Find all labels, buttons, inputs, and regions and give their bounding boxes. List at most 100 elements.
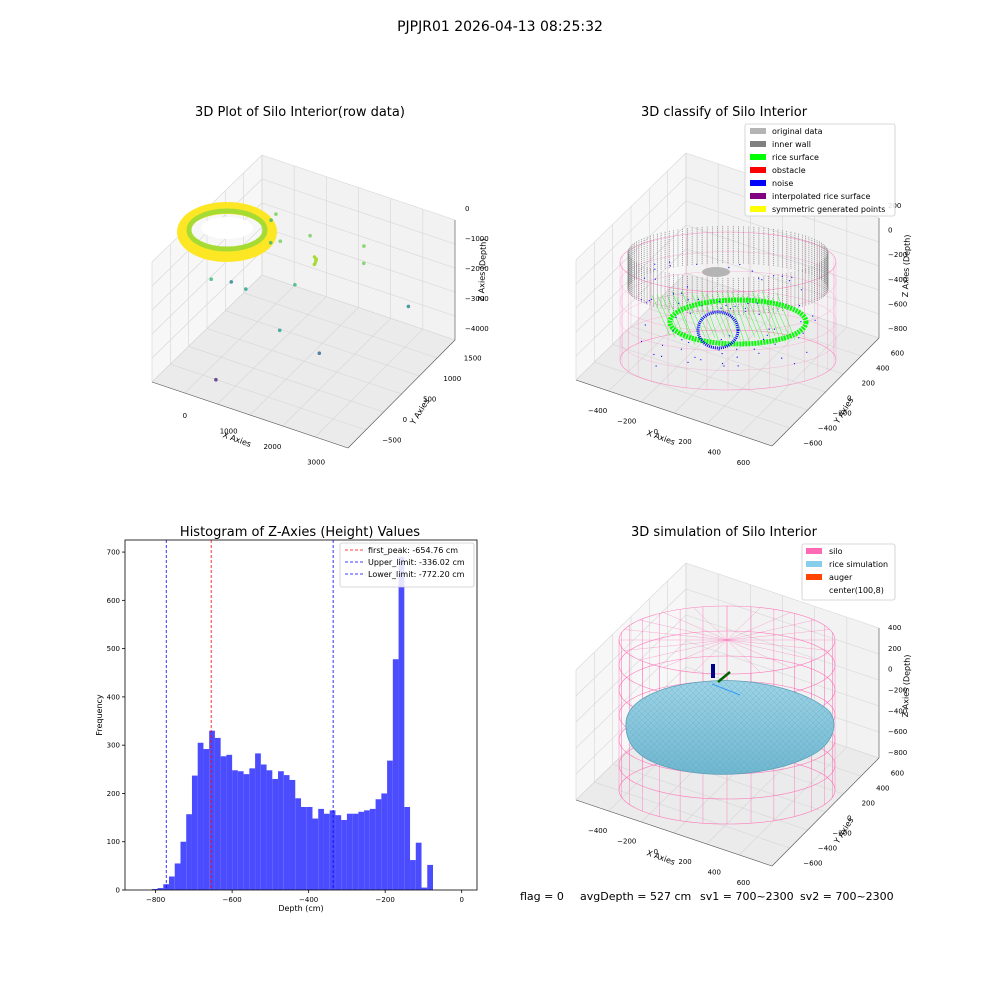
panel-classify: 3D classify of Silo Interior −400 −200 0 20… bbox=[575, 105, 912, 467]
histogram-bar bbox=[174, 863, 181, 890]
silo-roof-wire bbox=[639, 639, 728, 661]
outlier-point bbox=[214, 377, 218, 382]
legend-box bbox=[744, 123, 896, 217]
panel1-zlabel: Z Axies (Depth) bbox=[477, 238, 488, 301]
legend-swatch bbox=[750, 167, 766, 173]
legend-label: symmetric generated points bbox=[772, 205, 885, 214]
noise-point bbox=[697, 298, 699, 301]
noise-point bbox=[669, 265, 672, 267]
rice-surface-stroke bbox=[696, 295, 716, 338]
panel1-z-tick: −4000 bbox=[465, 325, 489, 333]
grid-line bbox=[261, 226, 456, 293]
noise-point bbox=[768, 328, 770, 330]
grid-line bbox=[685, 562, 880, 629]
grid-line bbox=[575, 640, 687, 749]
rice-surface-stroke bbox=[741, 294, 761, 340]
histogram-bar bbox=[249, 768, 256, 890]
histogram-bar bbox=[214, 737, 221, 890]
histogram-bar bbox=[232, 770, 238, 890]
auger-line bbox=[711, 683, 741, 696]
silo-roof-wire bbox=[726, 639, 830, 651]
legend-label: interpolated rice surface bbox=[772, 192, 870, 201]
legend-label: Lower_limit: -772.20 cm bbox=[368, 570, 465, 579]
panel2-zlabel: Z Axies (Depth) bbox=[901, 234, 912, 297]
panel2-y-tick: −600 bbox=[803, 440, 822, 448]
noise-point bbox=[678, 302, 680, 304]
panel2-x-tick: 400 bbox=[708, 449, 721, 457]
noise-point bbox=[650, 298, 653, 300]
noise-point bbox=[653, 353, 655, 356]
histogram-bar bbox=[186, 814, 192, 890]
panel2-y-tick: −200 bbox=[832, 410, 851, 418]
panel4-legend: silo rice simulation auger center(100,8) bbox=[801, 543, 896, 601]
histogram-x-tick: −200 bbox=[376, 896, 395, 904]
panel4-z-tick: −600 bbox=[888, 728, 907, 736]
x-axis-line bbox=[151, 381, 349, 449]
rice-surface-stroke bbox=[736, 293, 756, 338]
panel2-title: 3D classify of Silo Interior bbox=[641, 105, 808, 120]
grid-line bbox=[575, 272, 687, 381]
noise-point bbox=[721, 362, 724, 365]
histogram-bar bbox=[318, 808, 324, 890]
histogram-bar bbox=[191, 775, 198, 890]
noise-point bbox=[736, 356, 738, 358]
noise-point bbox=[806, 351, 808, 353]
noise-point bbox=[644, 324, 646, 326]
silo-roof-wire bbox=[726, 639, 761, 673]
panel2-x-tick: −200 bbox=[617, 418, 636, 426]
panel2-y-tick: 0 bbox=[847, 395, 851, 403]
rice-surface-band bbox=[667, 297, 809, 347]
histogram-bar bbox=[341, 820, 347, 890]
rice-surface-stroke bbox=[656, 293, 676, 338]
legend-swatch bbox=[806, 561, 822, 567]
panel1-x-tick: 0 bbox=[183, 412, 187, 420]
grid-line bbox=[261, 202, 456, 269]
noise-point bbox=[672, 330, 674, 332]
panel1-x-tick: 2000 bbox=[263, 443, 281, 451]
legend-label: silo bbox=[829, 547, 843, 556]
grid-line bbox=[575, 248, 687, 357]
panel4-y-tick: 400 bbox=[876, 785, 889, 793]
noise-point bbox=[766, 334, 768, 336]
panel1-3d-box bbox=[151, 154, 456, 449]
noise-point bbox=[800, 321, 802, 323]
panel4-x-tick: 400 bbox=[708, 869, 721, 877]
panel2-legend: original data inner wall rice surface obsta… bbox=[744, 123, 896, 217]
noise-point bbox=[680, 348, 683, 350]
histogram-y-tick: 500 bbox=[107, 645, 120, 653]
silo-roof-wire bbox=[726, 639, 815, 661]
rice-surface-stroke bbox=[661, 295, 681, 337]
noise-point bbox=[654, 278, 656, 280]
noise-point bbox=[700, 359, 702, 361]
outlier-point bbox=[277, 328, 282, 333]
panel1-z-tick: 0 bbox=[465, 205, 469, 213]
histogram-y-tick: 200 bbox=[107, 790, 120, 798]
panel4-x-tick: 0 bbox=[654, 848, 658, 856]
noise-point bbox=[687, 299, 689, 301]
legend-label: obstacle bbox=[772, 166, 806, 175]
grid-line bbox=[575, 176, 687, 285]
x-axis-line bbox=[575, 379, 773, 447]
noise-cluster bbox=[696, 310, 740, 350]
outlier-point bbox=[362, 244, 366, 248]
noise-point bbox=[723, 365, 725, 367]
histogram-bar bbox=[301, 806, 307, 890]
outlier-point bbox=[308, 233, 312, 238]
noise-point bbox=[680, 292, 683, 294]
panel1-x-tick: 1000 bbox=[220, 427, 238, 435]
histogram-bar bbox=[272, 778, 279, 890]
noise-point bbox=[718, 301, 720, 303]
panel2-xlabel: X Axies bbox=[645, 428, 676, 447]
panel2-z-tick: 0 bbox=[888, 227, 892, 235]
rice-simulation-mesh bbox=[625, 680, 834, 775]
panel3-title: Histogram of Z-Axies (Height) Values bbox=[180, 525, 420, 540]
noise-point bbox=[758, 313, 760, 315]
panel2-z-tick: −600 bbox=[888, 300, 907, 308]
rice-surface-stroke bbox=[701, 291, 721, 345]
outlier-point bbox=[274, 212, 278, 216]
histogram-x-tick: −600 bbox=[223, 896, 242, 904]
histogram-bar bbox=[180, 841, 187, 890]
outlier-point bbox=[229, 280, 234, 284]
panel1-title: 3D Plot of Silo Interior(row data) bbox=[195, 105, 405, 120]
panel4-surface bbox=[618, 605, 836, 825]
